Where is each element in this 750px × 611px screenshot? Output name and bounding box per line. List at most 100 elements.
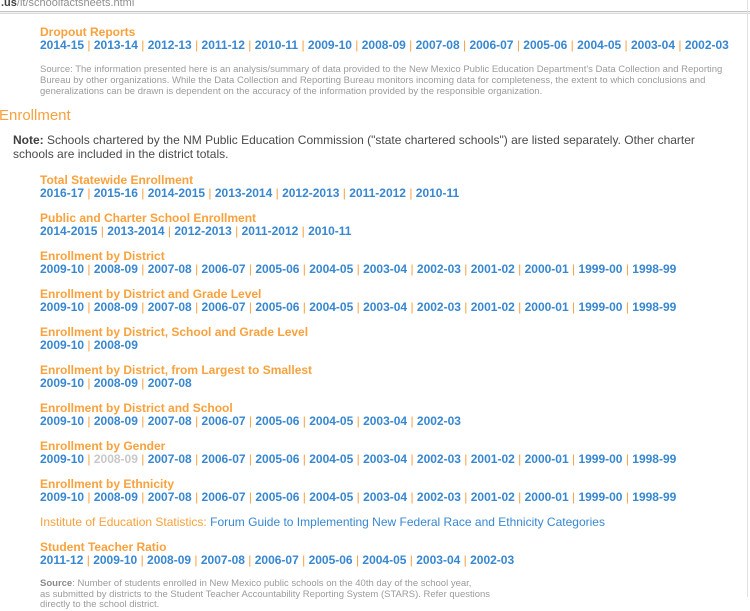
year-link[interactable]: 2009-10 bbox=[307, 38, 352, 52]
year-link[interactable]: 2001-02 bbox=[470, 262, 515, 276]
year-link[interactable]: 2010-11 bbox=[415, 186, 460, 200]
year-link[interactable]: 2001-02 bbox=[470, 452, 515, 466]
year-link[interactable]: 2012-13 bbox=[147, 38, 192, 52]
year-link[interactable]: 2006-07 bbox=[201, 300, 246, 314]
year-link[interactable]: 2013-2014 bbox=[214, 186, 273, 200]
year-link[interactable]: 2003-04 bbox=[363, 414, 408, 428]
year-link[interactable]: 2006-07 bbox=[469, 38, 514, 52]
year-link[interactable]: 2015-16 bbox=[93, 186, 138, 200]
year-link[interactable]: 2012-2013 bbox=[174, 224, 232, 238]
year-link[interactable]: 2000-01 bbox=[524, 452, 569, 466]
year-link[interactable]: 2000-01 bbox=[524, 262, 569, 276]
year-link[interactable]: 1999-00 bbox=[578, 300, 623, 314]
year-link[interactable]: 2006-07 bbox=[201, 452, 246, 466]
year-link[interactable]: 2011-12 bbox=[201, 38, 245, 52]
year-link[interactable]: 2009-10 bbox=[40, 300, 85, 314]
year-link[interactable]: 2014-2015 bbox=[40, 224, 98, 238]
year-link[interactable]: 2003-04 bbox=[416, 553, 461, 567]
window-right-edge bbox=[747, 0, 748, 597]
year-link[interactable]: 1998-99 bbox=[632, 452, 677, 466]
year-link[interactable]: 2006-07 bbox=[201, 262, 246, 276]
year-link[interactable]: 2005-06 bbox=[308, 553, 353, 567]
year-link[interactable]: 1999-00 bbox=[578, 262, 623, 276]
year-link[interactable]: 2006-07 bbox=[254, 553, 299, 567]
year-link[interactable]: 2003-04 bbox=[363, 490, 408, 504]
year-link[interactable]: 2007-08 bbox=[415, 38, 460, 52]
year-link[interactable]: 2008-09 bbox=[147, 553, 192, 567]
year-link[interactable]: 2006-07 bbox=[201, 490, 246, 504]
year-link[interactable]: 2004-05 bbox=[577, 38, 622, 52]
year-link[interactable]: 2004-05 bbox=[309, 414, 354, 428]
year-link[interactable]: 2011-2012 bbox=[241, 224, 299, 238]
year-link[interactable]: 2004-05 bbox=[309, 490, 354, 504]
year-link[interactable]: 2007-08 bbox=[147, 376, 192, 390]
year-link[interactable]: 2014-2015 bbox=[147, 186, 206, 200]
address-bar[interactable]: .us/it/schoolfactsheets.html bbox=[0, 0, 750, 9]
year-link[interactable]: 1999-00 bbox=[578, 452, 623, 466]
year-link[interactable]: 2007-08 bbox=[200, 553, 245, 567]
year-link[interactable]: 2009-10 bbox=[40, 452, 85, 466]
year-link[interactable]: 2009-10 bbox=[40, 262, 85, 276]
year-link[interactable]: 2002-03 bbox=[684, 38, 729, 52]
year-link[interactable]: 2000-01 bbox=[524, 300, 569, 314]
year-link[interactable]: 2008-09 bbox=[93, 376, 138, 390]
year-link[interactable]: 2008-09 bbox=[93, 490, 138, 504]
year-link[interactable]: 2003-04 bbox=[363, 262, 408, 276]
year-link[interactable]: 2003-04 bbox=[363, 300, 408, 314]
year-link[interactable]: 2002-03 bbox=[416, 490, 461, 504]
year-link[interactable]: 2005-06 bbox=[255, 262, 300, 276]
year-link[interactable]: 1998-99 bbox=[632, 300, 677, 314]
year-link[interactable]: 2003-04 bbox=[630, 38, 676, 52]
year-link[interactable]: 2002-03 bbox=[470, 553, 515, 567]
year-link[interactable]: 2008-09 bbox=[93, 414, 138, 428]
year-link[interactable]: 2010-11 bbox=[308, 224, 352, 238]
year-link[interactable]: 2014-15 bbox=[40, 38, 85, 52]
year-link[interactable]: 2009-10 bbox=[40, 338, 85, 352]
year-link[interactable]: 2002-03 bbox=[416, 300, 461, 314]
year-link[interactable]: 2008-09 bbox=[93, 338, 138, 352]
year-link[interactable]: 1999-00 bbox=[578, 490, 623, 504]
year-link[interactable]: 2001-02 bbox=[470, 300, 515, 314]
year-link[interactable]: 1998-99 bbox=[632, 262, 677, 276]
year-link[interactable]: 2013-14 bbox=[93, 38, 138, 52]
year-link[interactable]: 2009-10 bbox=[40, 376, 85, 390]
year-link[interactable]: 2004-05 bbox=[362, 553, 407, 567]
year-link[interactable]: 2007-08 bbox=[147, 452, 192, 466]
year-link[interactable]: 2000-01 bbox=[524, 490, 569, 504]
enrollment-note: Note: Schools chartered by the NM Public… bbox=[13, 133, 729, 161]
separator: | bbox=[137, 300, 148, 314]
year-link[interactable]: 2011-2012 bbox=[349, 186, 406, 200]
year-link[interactable]: 2005-06 bbox=[255, 490, 300, 504]
year-link[interactable]: 2005-06 bbox=[255, 414, 300, 428]
year-link[interactable]: 2010-11 bbox=[254, 38, 299, 52]
year-link[interactable]: 2004-05 bbox=[309, 452, 354, 466]
year-link[interactable]: 2007-08 bbox=[147, 414, 192, 428]
year-link[interactable]: 2007-08 bbox=[147, 262, 192, 276]
year-link[interactable]: 2002-03 bbox=[416, 414, 461, 428]
year-link[interactable]: 2001-02 bbox=[470, 490, 515, 504]
year-link[interactable]: 2005-06 bbox=[255, 452, 300, 466]
separator: | bbox=[244, 38, 255, 52]
year-link[interactable]: 2009-10 bbox=[40, 414, 85, 428]
year-link[interactable]: 2002-03 bbox=[416, 452, 461, 466]
year-link[interactable]: 2009-10 bbox=[93, 553, 138, 567]
year-link[interactable]: 1998-99 bbox=[632, 490, 677, 504]
year-link[interactable]: 2002-03 bbox=[416, 262, 461, 276]
year-link[interactable]: 2013-2014 bbox=[107, 224, 165, 238]
year-link[interactable]: 2007-08 bbox=[147, 300, 192, 314]
institute-forum-guide-link[interactable]: Forum Guide to Implementing New Federal … bbox=[210, 515, 605, 529]
year-link[interactable]: 2016-17 bbox=[40, 186, 85, 200]
year-link[interactable]: 2005-06 bbox=[255, 300, 300, 314]
year-link[interactable]: 2005-06 bbox=[523, 38, 568, 52]
year-link[interactable]: 2007-08 bbox=[147, 490, 192, 504]
year-link[interactable]: 2003-04 bbox=[363, 452, 408, 466]
year-link[interactable]: 2008-09 bbox=[361, 38, 406, 52]
year-link[interactable]: 2008-09 bbox=[93, 262, 138, 276]
year-link[interactable]: 2009-10 bbox=[40, 490, 85, 504]
year-link[interactable]: 2006-07 bbox=[201, 414, 246, 428]
year-link[interactable]: 2004-05 bbox=[309, 300, 354, 314]
year-link[interactable]: 2004-05 bbox=[309, 262, 354, 276]
year-link[interactable]: 2008-09 bbox=[93, 300, 138, 314]
year-link[interactable]: 2012-2013 bbox=[282, 186, 340, 200]
year-link[interactable]: 2011-12 bbox=[40, 553, 84, 567]
